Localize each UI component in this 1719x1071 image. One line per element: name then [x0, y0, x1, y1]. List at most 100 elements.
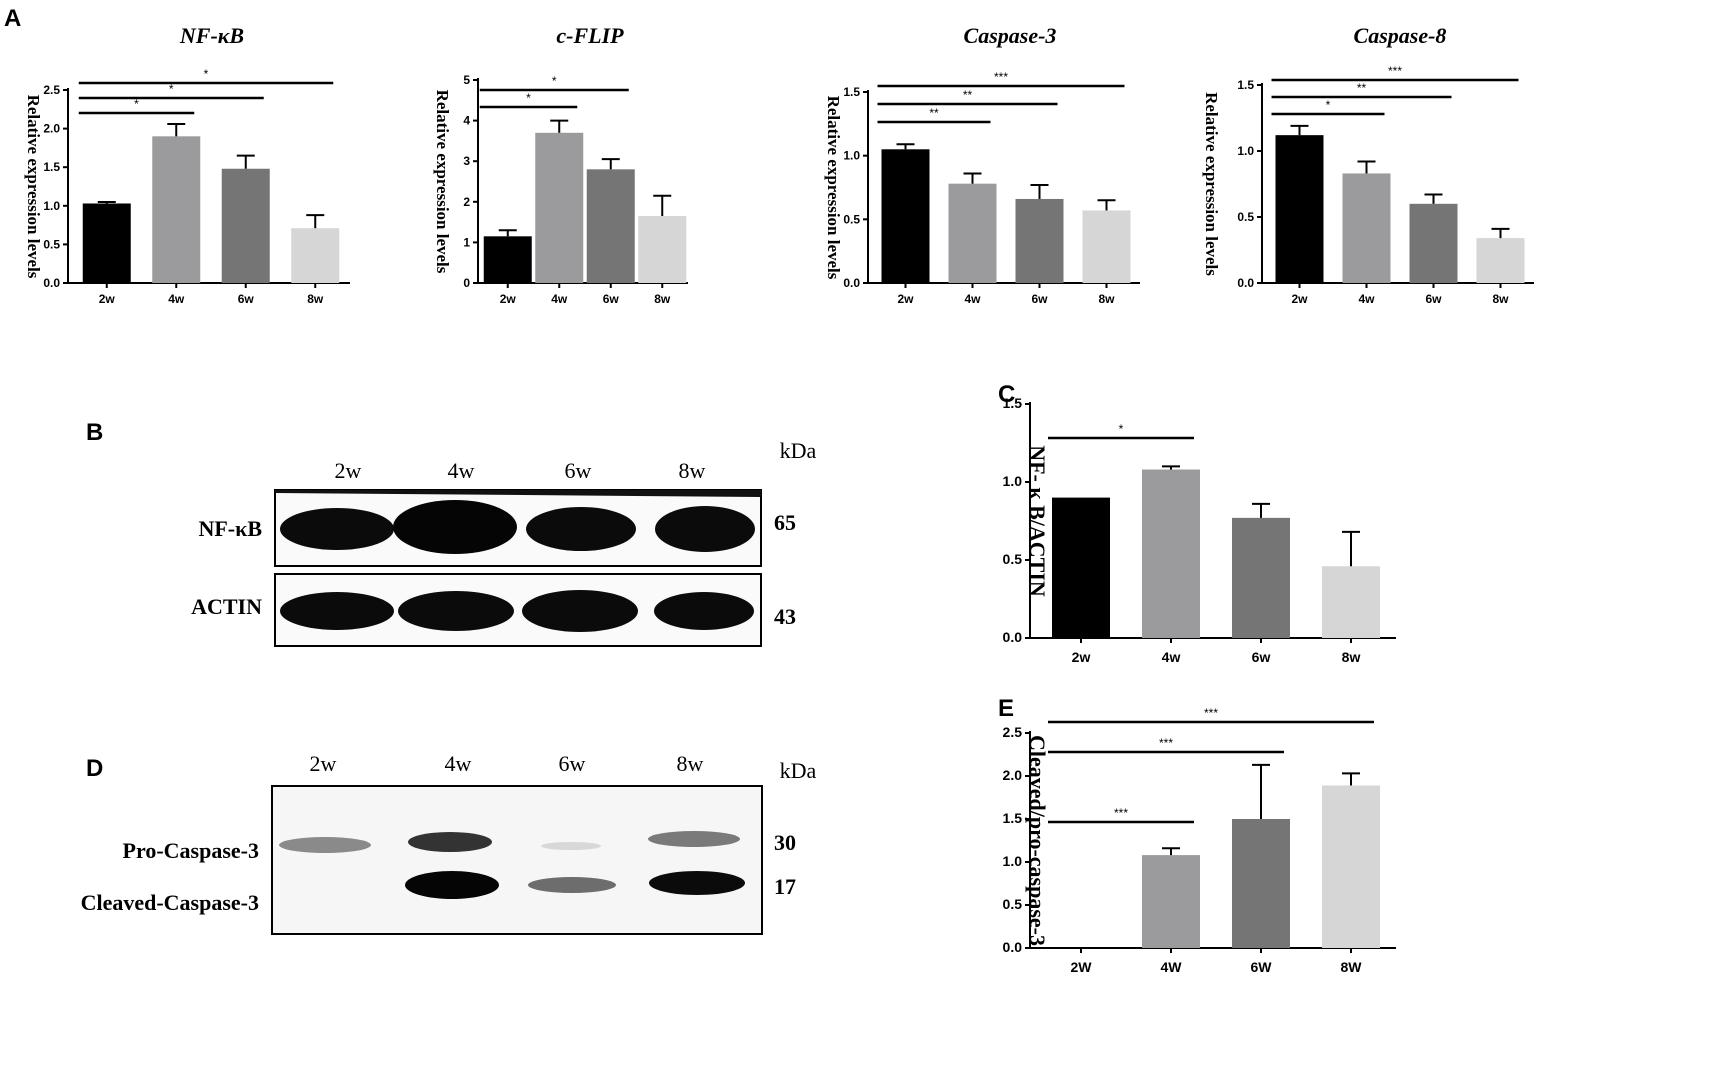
blot-b-kda: 43 [774, 604, 796, 629]
blot-b-lane-label: 4w [448, 458, 475, 483]
blot-band [648, 831, 740, 847]
chart-title: Caspase-3 [964, 23, 1057, 48]
x-tick-label: 8W [1341, 959, 1363, 975]
y-tick-label: 0.0 [1003, 629, 1023, 645]
chart-title: Caspase-8 [1354, 23, 1447, 48]
significance-label: *** [1204, 706, 1218, 720]
blot-d-kda: 17 [774, 874, 796, 899]
x-tick-label: 4w [168, 292, 185, 306]
chart-a1: 0.0 0.5 1.0 1.5 2.0 2.5 2w 4w 6w 8w * * * NF-κB Relati… [24, 23, 350, 306]
bar [586, 169, 635, 283]
x-tick-label: 6W [1251, 959, 1273, 975]
western-blot-d: 2w 4w 6w 8w kDa Pro-Caspase-3 Cleaved-Ca… [81, 751, 817, 935]
x-tick-label: 8w [654, 292, 671, 306]
chart-a2: 0 1 2 3 4 5 2w 4w 6w 8w * * c-FLIP Relative expressio… [433, 23, 688, 306]
y-tick-label: 0 [463, 276, 470, 290]
significance-label: * [1326, 98, 1331, 112]
y-tick-label: 1.5 [843, 85, 860, 99]
significance-label: *** [1159, 736, 1173, 750]
significance-label: *** [994, 70, 1008, 84]
bar [638, 216, 687, 283]
x-tick-label: 8w [1492, 292, 1509, 306]
bar [535, 132, 584, 283]
chart-c: 0.0 0.5 1.0 1.5 2w 4w 6w 8w * NF- κ B/ACTIN [1003, 395, 1396, 665]
chart-a3: 0.00.51.01.52w 4w 6w 8w*******Caspase-3Rela… [824, 23, 1140, 306]
blot-b-row-label: NF-κB [198, 516, 262, 541]
y-tick-label: 0.5 [1237, 210, 1254, 224]
bar [1082, 210, 1131, 283]
x-tick-label: 2w [897, 292, 914, 306]
blot-band [279, 837, 371, 853]
blot-band [522, 590, 638, 632]
blot-d-lane-label: 6w [559, 751, 586, 776]
y-axis-label: Relative expression levels [1202, 92, 1221, 276]
x-tick-label: 4w [551, 292, 568, 306]
panel-letter-e: E [998, 695, 1014, 722]
bar [1232, 819, 1290, 948]
y-tick-label: 1.5 [43, 160, 60, 174]
y-tick-label: 2.0 [1003, 767, 1023, 783]
bar [291, 228, 340, 283]
blot-band [528, 877, 616, 893]
bar [1015, 198, 1064, 283]
y-tick-label: 1.5 [1003, 810, 1023, 826]
blot-band [280, 592, 394, 630]
bar [1052, 497, 1110, 638]
bar [221, 168, 270, 283]
bar [152, 136, 201, 283]
significance-label: * [552, 74, 557, 88]
significance-label: * [169, 82, 174, 96]
y-tick-label: 1.0 [1237, 144, 1254, 158]
significance-label: * [204, 67, 209, 81]
chart-title: c-FLIP [556, 23, 624, 48]
x-tick-label: 6w [238, 292, 255, 306]
bar [1142, 855, 1200, 948]
blot-band [541, 842, 601, 850]
y-tick-label: 2.5 [43, 83, 60, 97]
y-tick-label: 5 [463, 73, 470, 87]
blot-b-row-label: ACTIN [191, 594, 262, 619]
x-tick-label: 8w [307, 292, 324, 306]
blot-d-lane-label: 4w [445, 751, 472, 776]
y-tick-label: 2.5 [1003, 724, 1023, 740]
chart-e: 0.0 0.5 1.0 1.5 2.0 2.5 2W 4W 6W 8W *** *** *** Cleav… [1003, 706, 1396, 975]
y-tick-label: 1.0 [1003, 473, 1023, 489]
bar [1409, 203, 1458, 283]
charts-layer: 0.00.51.01.52.02.52w 4w 6w 8w***NF-κBRelati… [24, 23, 1534, 975]
x-tick-label: 2w [1291, 292, 1308, 306]
x-tick-label: 8w [1098, 292, 1115, 306]
bar [1476, 238, 1525, 283]
bar [82, 203, 131, 283]
bar [1322, 785, 1380, 948]
y-axis-label: Cleaved/pro-caspase-3 [1025, 735, 1050, 946]
blot-band [655, 506, 755, 552]
bar [483, 236, 532, 283]
significance-label: ** [963, 88, 973, 102]
x-tick-label: 6w [603, 292, 620, 306]
x-tick-label: 2w [99, 292, 116, 306]
x-tick-label: 6w [1031, 292, 1048, 306]
x-tick-label: 4w [1358, 292, 1375, 306]
blot-d-membrane [271, 785, 763, 935]
panel-letter-c: C [998, 381, 1015, 408]
bar [948, 183, 997, 283]
x-tick-label: 8w [1342, 649, 1361, 665]
bar [1275, 135, 1324, 283]
x-tick-label: 2W [1071, 959, 1093, 975]
blot-band [280, 508, 394, 550]
blot-b-membrane-edge [275, 490, 761, 497]
bar [1342, 173, 1391, 283]
blot-d-lane-label: 8w [677, 751, 704, 776]
western-blot-b: 2w 4w 6w 8w kDa NF-κB ACTIN 65 43 [191, 438, 817, 647]
blot-b-lane-label: 8w [679, 458, 706, 483]
y-axis-label: Relative expression levels [433, 90, 452, 274]
y-tick-label: 1 [463, 235, 470, 249]
y-tick-label: 0.5 [43, 237, 60, 251]
x-tick-label: 4w [964, 292, 981, 306]
blot-band [405, 871, 499, 899]
y-tick-label: 0.0 [843, 276, 860, 290]
significance-label: * [134, 97, 139, 111]
y-tick-label: 1.0 [43, 199, 60, 213]
panel-letter-d: D [86, 755, 103, 782]
